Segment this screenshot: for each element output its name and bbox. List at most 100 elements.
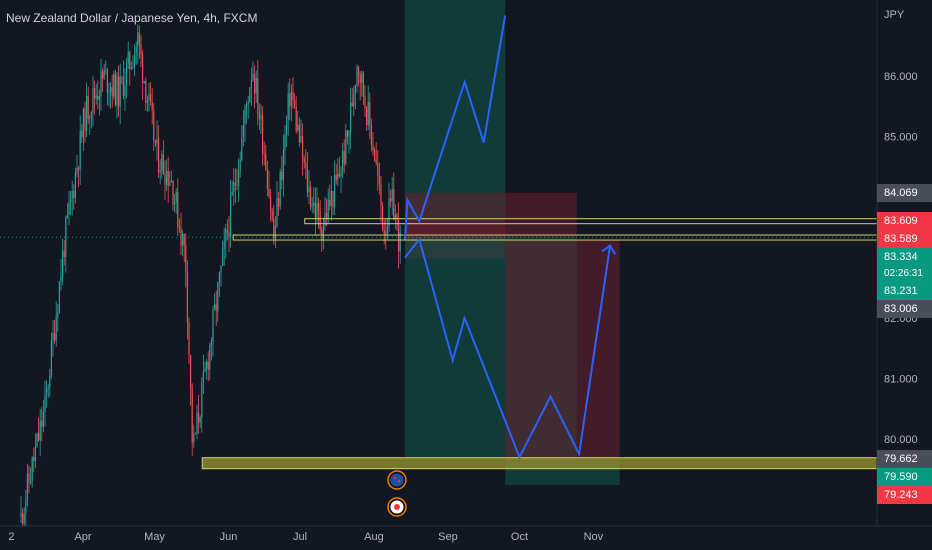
time-axis-panel[interactable] — [0, 526, 877, 550]
candle-body — [223, 241, 225, 250]
candle-body — [49, 375, 51, 388]
candle-body — [306, 167, 308, 193]
candle-body — [265, 154, 267, 170]
candle-body — [237, 171, 240, 187]
candle-body — [98, 96, 100, 100]
candle-body — [295, 106, 297, 131]
candle-body — [365, 107, 368, 126]
candle-body — [194, 433, 196, 435]
candle-body — [327, 199, 329, 220]
candle-body — [239, 160, 241, 172]
candle-body — [65, 217, 67, 258]
price-tick-label: 86.000 — [884, 71, 918, 83]
candle-body — [277, 197, 280, 207]
candle-body — [191, 388, 193, 443]
candle-body — [301, 136, 304, 159]
candle-body — [303, 158, 305, 163]
candle-body — [52, 332, 54, 340]
candle-body — [284, 134, 286, 150]
candle-body — [132, 66, 134, 68]
candle-body — [346, 130, 348, 137]
candle-body — [111, 86, 113, 97]
candle-body — [95, 95, 97, 99]
candle-body — [324, 212, 326, 227]
candle-body — [97, 95, 99, 100]
candle-body — [385, 233, 387, 235]
candle-body — [253, 73, 256, 94]
level-band-2 — [201, 457, 878, 470]
candle-body — [305, 162, 307, 168]
candle-body — [84, 108, 86, 132]
loss-zone-1 — [404, 192, 577, 238]
time-tick-label: 2 — [8, 531, 14, 543]
candle-body — [85, 95, 88, 132]
candle-body — [93, 87, 96, 99]
candle-body — [25, 501, 27, 514]
japan-flag-sun — [393, 504, 400, 510]
candle-body — [68, 202, 70, 215]
candle-body — [353, 93, 355, 107]
candle-body — [71, 191, 73, 199]
candle-body — [26, 473, 28, 502]
candle-body — [370, 124, 372, 145]
projection-arrowhead — [601, 243, 616, 255]
loss-zone-2 — [505, 239, 620, 461]
candle-body — [90, 111, 92, 118]
new-zealand-flag-star — [393, 476, 397, 480]
candle-body — [60, 276, 62, 282]
candle-body — [117, 76, 120, 107]
candle-body — [193, 433, 195, 443]
candle-body — [340, 172, 342, 176]
candle-body — [50, 339, 52, 376]
candle-body — [268, 188, 270, 197]
candle-body — [274, 226, 276, 240]
candle-body — [154, 140, 156, 144]
projection-paths — [404, 15, 616, 460]
candle-body — [41, 420, 43, 427]
candle-body — [73, 191, 75, 199]
time-tick-label: May — [144, 531, 165, 543]
projection-line-1 — [404, 237, 612, 460]
candle-body — [229, 194, 232, 237]
candle-body — [343, 151, 345, 164]
candle-body — [213, 304, 216, 310]
candle-body — [199, 417, 201, 423]
candle-body — [391, 188, 393, 202]
candle-body — [281, 171, 283, 180]
candle-body — [252, 73, 254, 80]
candle-body — [393, 188, 395, 220]
candle-body — [33, 457, 35, 462]
time-tick-label: Jun — [220, 531, 238, 543]
candle-body — [220, 265, 222, 273]
candle-body — [244, 107, 246, 125]
candle-body — [189, 354, 192, 389]
candle-body — [293, 99, 296, 107]
candle-body — [89, 117, 91, 119]
candle-body — [341, 151, 344, 173]
candle-body — [399, 232, 401, 252]
candle-body — [141, 54, 144, 83]
candle-body — [61, 250, 64, 277]
candle-body — [162, 154, 164, 175]
candle-body — [357, 66, 360, 76]
candle-body — [170, 180, 172, 183]
candle-body — [212, 309, 214, 341]
price-tag: 83.609 — [877, 211, 932, 230]
candle-body — [389, 198, 392, 202]
candle-body — [145, 81, 147, 103]
candle-body — [287, 93, 289, 121]
candle-body — [137, 32, 139, 47]
candle-body — [77, 167, 80, 170]
candle-body — [276, 197, 278, 227]
price-tag: 84.069 — [877, 183, 932, 202]
candle-body — [92, 87, 94, 112]
candle-body — [100, 71, 102, 97]
candle-body — [383, 229, 385, 234]
candle-body — [269, 196, 272, 212]
candle-body — [113, 73, 115, 97]
price-tag: 79.590 — [877, 468, 932, 487]
candle-body — [196, 412, 198, 434]
bar-countdown: 02:26:31 — [877, 265, 932, 282]
candle-body — [290, 91, 292, 107]
